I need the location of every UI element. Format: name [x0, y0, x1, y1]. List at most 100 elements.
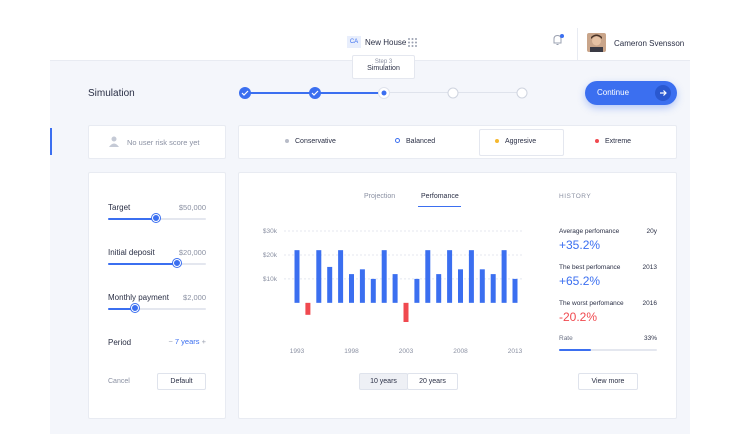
- slider-track: [108, 308, 206, 310]
- plus[interactable]: +: [199, 337, 206, 346]
- bar: [403, 302, 409, 322]
- bar: [447, 250, 453, 303]
- rate-track: [559, 349, 657, 351]
- y-tick-label: $30k: [263, 228, 278, 235]
- history-label: Average perfomance: [559, 228, 620, 235]
- risk-option[interactable]: Balanced: [395, 138, 435, 145]
- bar: [458, 269, 463, 303]
- continue-arrow: [655, 85, 671, 101]
- field-label: Monthly payment: [108, 293, 169, 302]
- risk-option[interactable]: Conservative: [285, 138, 336, 145]
- project-name[interactable]: New House: [365, 38, 407, 47]
- field-label: Target: [108, 203, 131, 212]
- slider-fill: [108, 218, 156, 220]
- y-tick-label: $20k: [263, 252, 278, 259]
- risk-option[interactable]: Aggresive: [495, 138, 536, 145]
- history-value: +65.2%: [559, 274, 601, 288]
- bar: [468, 250, 474, 303]
- bar: [414, 278, 420, 303]
- x-tick-label: 1993: [290, 348, 305, 355]
- period-value: 7 years: [174, 337, 200, 346]
- settings-card: Target $50,000 Initial deposit $20,000 M…: [88, 172, 226, 419]
- tooltip-step: Step 3: [374, 59, 393, 65]
- history-value: -20.2%: [559, 310, 598, 324]
- field-value: $2,000: [183, 293, 206, 302]
- chart-card: Projection Perfomance 10 years 20 years …: [238, 172, 677, 419]
- range-button[interactable]: 20 years: [407, 373, 458, 390]
- header-divider: [577, 28, 578, 60]
- history-period: 20y: [646, 228, 657, 235]
- user-icon: [109, 136, 119, 147]
- apps-icon[interactable]: [408, 38, 417, 47]
- step-todo[interactable]: [447, 87, 459, 99]
- stepper: [239, 87, 528, 99]
- step-current[interactable]: [378, 87, 390, 99]
- user-name[interactable]: Cameron Svensson: [614, 39, 685, 48]
- side-marker: [50, 128, 52, 155]
- range-button-active[interactable]: 10 years: [359, 373, 408, 390]
- x-tick-label: 2003: [399, 348, 414, 355]
- option-dot: [595, 139, 599, 143]
- x-tick-label: 2008: [453, 348, 468, 355]
- page-title: Simulation: [88, 88, 135, 99]
- view-more-button[interactable]: View more: [578, 373, 638, 390]
- step-todo[interactable]: [516, 87, 528, 99]
- slider-fill: [108, 308, 135, 310]
- bar: [294, 250, 300, 303]
- slider-knob[interactable]: [173, 259, 181, 267]
- continue-label: Continue: [597, 88, 630, 97]
- bar: [490, 274, 496, 303]
- risk-empty: No user risk score yet: [127, 138, 200, 147]
- tab[interactable]: Projection: [364, 193, 396, 200]
- bar: [479, 269, 485, 303]
- history-period: 2013: [642, 264, 657, 271]
- cancel-link[interactable]: Cancel: [108, 378, 130, 385]
- slider-knob[interactable]: [152, 214, 160, 222]
- period-stepper[interactable]: − 7 years +: [168, 337, 206, 346]
- option-label: Extreme: [605, 138, 632, 145]
- bar: [370, 278, 376, 303]
- tab-active[interactable]: Perfomance: [421, 193, 459, 200]
- bar: [392, 274, 398, 303]
- bar: [512, 278, 518, 303]
- history-label: The best perfomance: [559, 264, 621, 271]
- slider-fill: [108, 263, 177, 265]
- step-done[interactable]: [239, 87, 251, 99]
- risk-card: No user risk score yet: [88, 125, 226, 159]
- option-dot: [495, 139, 499, 143]
- step-tooltip: Step 3 Simulation: [352, 55, 415, 79]
- history-title: HISTORY: [559, 193, 592, 200]
- rate-fill: [559, 349, 592, 351]
- option-label: Balanced: [406, 138, 436, 145]
- bar: [436, 274, 442, 303]
- bar: [316, 250, 322, 303]
- tab-underline: [418, 206, 461, 207]
- bar: [425, 250, 431, 303]
- minus[interactable]: −: [168, 337, 175, 346]
- option-dot: [285, 139, 289, 143]
- project-badge[interactable]: CA: [347, 36, 361, 48]
- continue-button[interactable]: Continue: [585, 81, 677, 105]
- slider-knob[interactable]: [131, 304, 139, 312]
- step-done[interactable]: [309, 87, 321, 99]
- field-value: $20,000: [178, 248, 206, 257]
- bar: [501, 250, 507, 303]
- bell-icon[interactable]: [551, 33, 565, 47]
- default-button[interactable]: Default: [157, 373, 206, 390]
- rate-value: 33%: [643, 335, 657, 342]
- history-period: 2016: [642, 300, 657, 307]
- risk-options: Conservative Balanced Aggresive Extreme: [238, 125, 677, 159]
- tooltip-label: Simulation: [367, 65, 400, 72]
- bar: [349, 274, 354, 303]
- bar: [359, 269, 365, 303]
- risk-option[interactable]: Extreme: [595, 138, 631, 145]
- x-tick-label: 1998: [344, 348, 359, 355]
- avatar[interactable]: [587, 33, 606, 52]
- y-tick-label: $10k: [263, 276, 278, 283]
- rate-label: Rate: [559, 335, 573, 342]
- history-value: +35.2%: [559, 238, 601, 252]
- option-label: Aggresive: [505, 138, 537, 145]
- bar: [305, 302, 311, 315]
